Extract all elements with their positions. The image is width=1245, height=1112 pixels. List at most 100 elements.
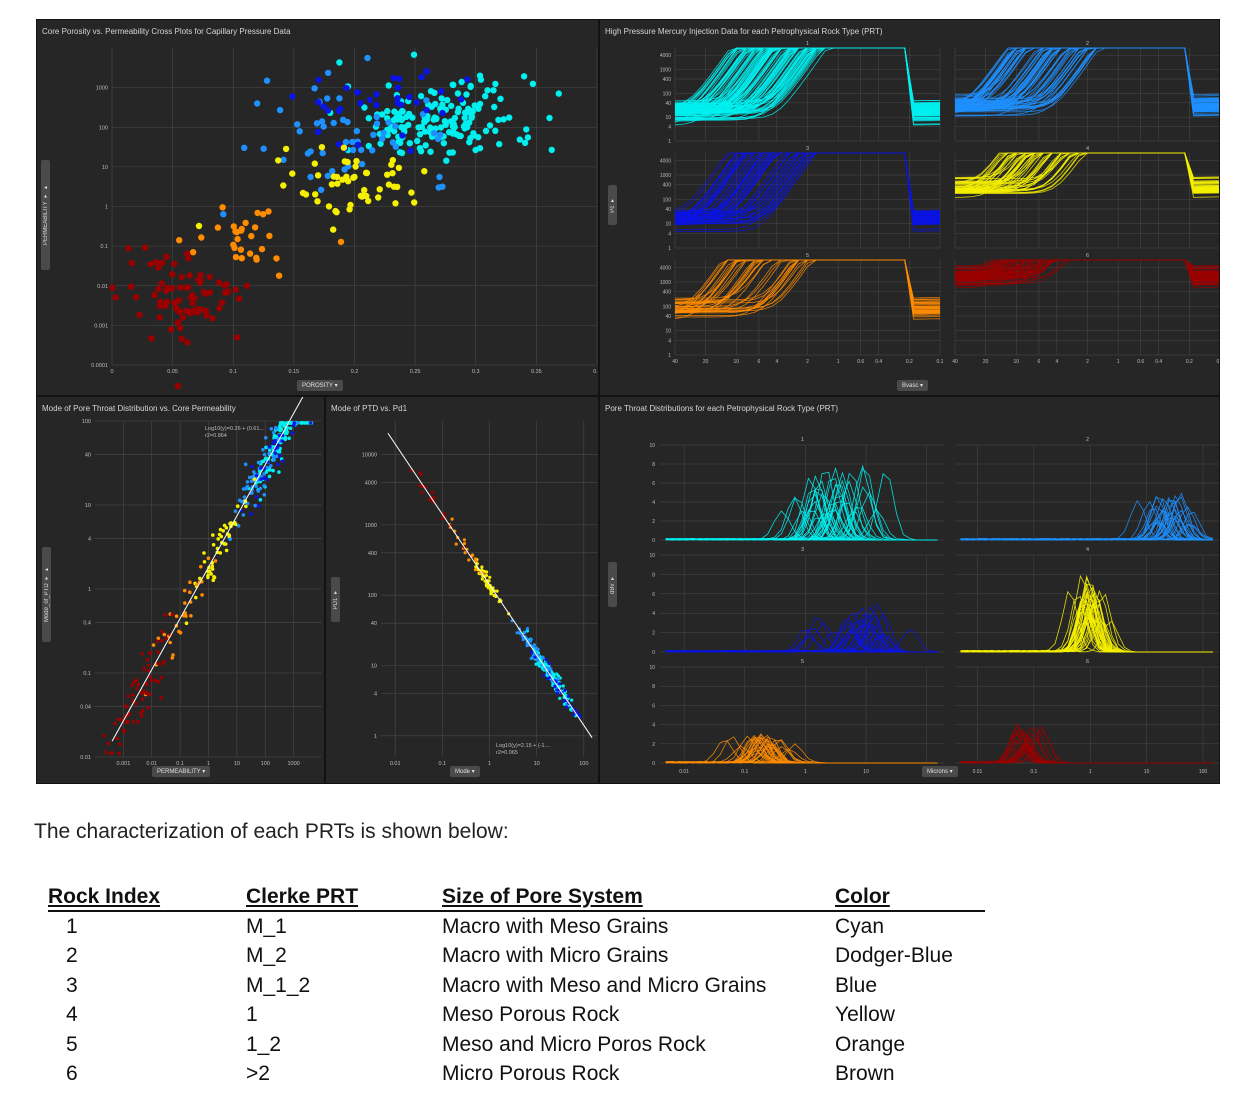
- data-point: [153, 259, 160, 266]
- y-tick-label: 4: [668, 125, 671, 131]
- data-point: [162, 302, 169, 310]
- data-point: [269, 464, 273, 468]
- data-point: [530, 650, 534, 654]
- x-tick-label: 6: [1038, 359, 1041, 365]
- ptd-curve: [960, 729, 1213, 764]
- data-point: [250, 491, 254, 495]
- data-point: [423, 68, 430, 75]
- data-point: [276, 106, 284, 114]
- data-point: [410, 51, 418, 58]
- data-point: [224, 288, 232, 295]
- data-point: [247, 475, 252, 480]
- y-tick-label: 4: [652, 611, 655, 617]
- data-point: [155, 286, 162, 293]
- x-tick-label: 0.6: [857, 359, 864, 365]
- data-point: [480, 565, 484, 569]
- data-point: [482, 93, 489, 100]
- data-point: [476, 100, 484, 108]
- y-tick-label: 0.01: [97, 284, 108, 290]
- data-point: [124, 720, 129, 725]
- ptd-curve: [665, 479, 938, 541]
- ptd-curve: [960, 738, 1213, 764]
- data-point: [311, 160, 318, 167]
- y-tick-label: 4000: [660, 158, 671, 164]
- data-point: [177, 284, 184, 291]
- x-axis-selector[interactable]: Mode ▾: [450, 766, 480, 777]
- data-point: [268, 448, 272, 452]
- y-tick-label: 2: [652, 631, 655, 637]
- data-point: [461, 109, 469, 116]
- data-point: [175, 297, 183, 304]
- data-point: [292, 423, 296, 427]
- data-point: [258, 498, 263, 502]
- x-axis-selector[interactable]: PERMEABILITY ▾: [152, 766, 211, 777]
- data-point: [490, 87, 497, 94]
- y-tick-label: 4: [668, 338, 671, 344]
- data-point: [156, 650, 161, 654]
- data-point: [476, 145, 484, 152]
- data-point: [206, 273, 213, 281]
- data-point: [369, 147, 376, 154]
- data-point: [492, 80, 499, 88]
- facet-label: 2: [1086, 41, 1089, 47]
- y-axis-selector[interactable]: Mode_of_PTD ▾ ▸: [42, 547, 51, 642]
- y-tick-label: 10: [102, 165, 108, 171]
- data-point: [139, 711, 143, 715]
- data-point: [128, 259, 135, 267]
- x-tick-label: 0.6: [1137, 359, 1144, 365]
- x-tick-label: 0.2: [351, 369, 359, 375]
- data-point: [235, 295, 243, 302]
- data-point: [168, 640, 172, 645]
- pore-size-cell: Meso Porous Rock: [442, 1003, 620, 1027]
- prt-table: Rock Index Clerke PRT Size of Pore Syste…: [48, 884, 985, 1089]
- data-point: [241, 513, 246, 517]
- y-tick-label: 40: [665, 101, 671, 107]
- data-point: [245, 480, 250, 484]
- data-point: [267, 474, 272, 479]
- facet-label: 3: [806, 146, 809, 152]
- data-point: [446, 149, 453, 156]
- data-point: [448, 102, 455, 110]
- data-point: [392, 123, 399, 130]
- data-point: [256, 504, 261, 508]
- data-point: [243, 487, 248, 491]
- data-point: [182, 613, 186, 618]
- y-axis-selector[interactable]: Pc ▾: [608, 185, 617, 225]
- data-point: [259, 466, 263, 470]
- color-cell: Cyan: [835, 914, 885, 938]
- data-point: [394, 95, 401, 102]
- table-row: 5 1_2 Meso and Micro Poros Rock Orange: [48, 1030, 985, 1060]
- data-point: [238, 255, 245, 262]
- x-axis-selector[interactable]: Bvasc ▾: [897, 380, 929, 391]
- data-point: [155, 639, 159, 644]
- x-axis-selector[interactable]: Microns ▾: [922, 766, 958, 777]
- y-tick-label: 4: [374, 691, 377, 697]
- data-point: [237, 246, 245, 253]
- y-axis-selector[interactable]: dBv ▾: [608, 562, 617, 607]
- data-point: [473, 568, 477, 572]
- data-point: [273, 451, 277, 455]
- data-point: [275, 157, 282, 164]
- ptd-curve: [960, 603, 1213, 653]
- y-axis-selector[interactable]: PD1 ▾: [331, 577, 340, 622]
- data-point: [248, 232, 255, 240]
- data-point: [125, 704, 129, 709]
- data-point: [389, 170, 396, 177]
- data-point: [366, 96, 374, 104]
- data-point: [385, 181, 393, 188]
- rock-index-cell: 6: [66, 1062, 78, 1086]
- data-point: [206, 575, 210, 580]
- x-axis-selector[interactable]: POROSITY ▾: [297, 380, 343, 391]
- x-tick-label: 10: [1144, 769, 1150, 775]
- data-point: [243, 462, 248, 467]
- data-point: [135, 686, 139, 691]
- x-tick-label: 40: [672, 359, 678, 365]
- data-point: [210, 567, 215, 571]
- y-tick-label: 0.0001: [91, 363, 108, 369]
- pc-curve: [954, 259, 1219, 282]
- data-point: [549, 667, 553, 671]
- y-axis-selector[interactable]: PERMEABILITY ▾ ▸: [41, 160, 50, 270]
- data-point: [234, 235, 241, 243]
- data-point: [518, 631, 522, 635]
- data-point: [385, 119, 392, 126]
